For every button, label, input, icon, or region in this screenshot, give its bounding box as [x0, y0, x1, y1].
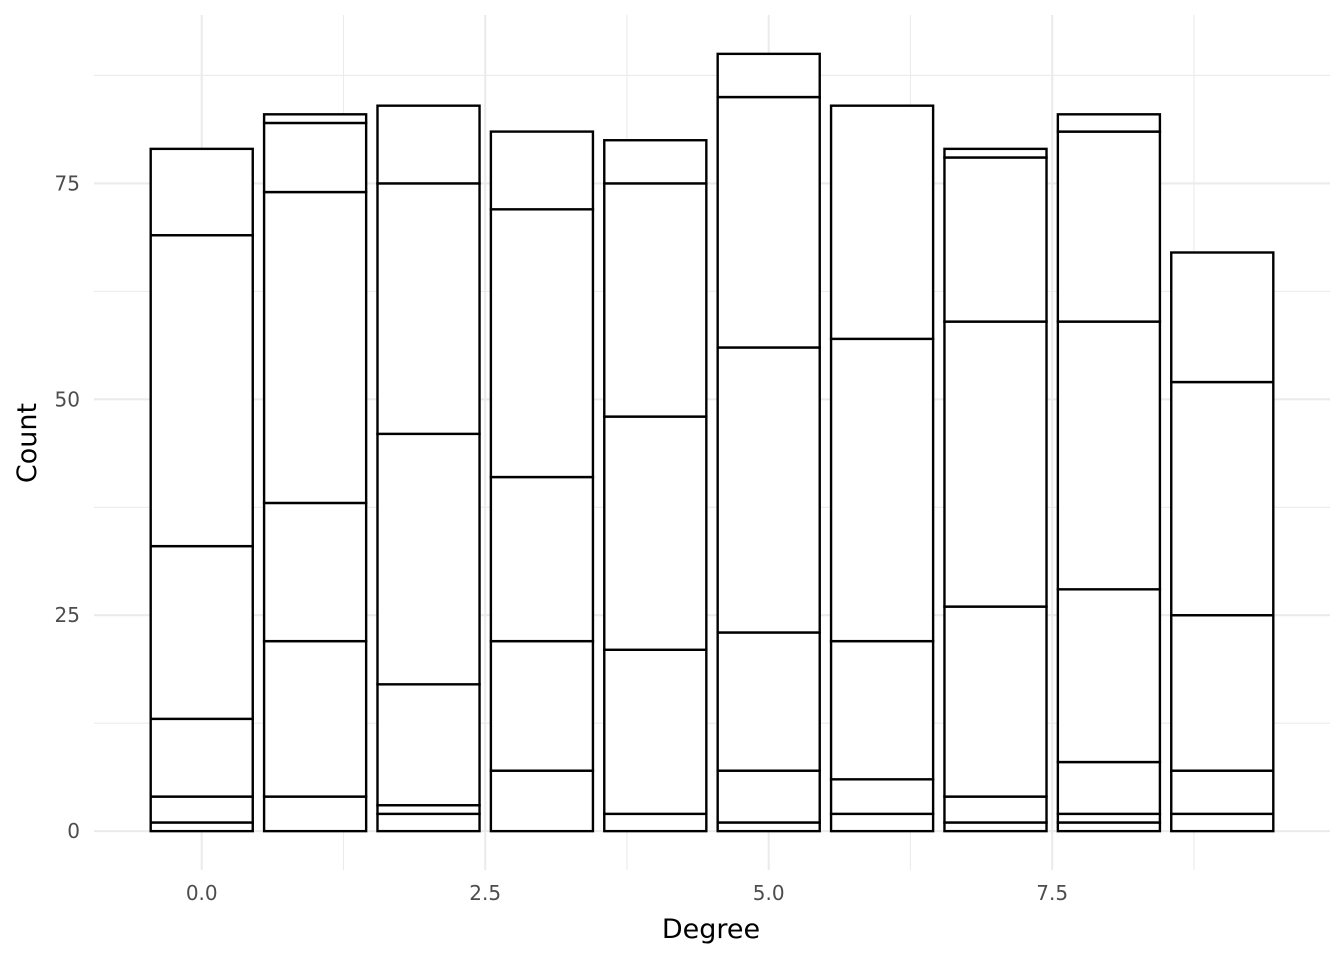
bar-group [149, 147, 254, 833]
bar-segment [603, 139, 708, 185]
bar-segment [149, 795, 254, 824]
bar-segment [829, 104, 935, 341]
bar-segment [829, 812, 935, 833]
bar-segment [376, 432, 481, 686]
bar-group [489, 130, 595, 833]
bar-group [376, 104, 481, 833]
bar-segment [1170, 251, 1275, 384]
bar-segment [376, 683, 481, 807]
bar-segment [1056, 812, 1162, 824]
bar-segment [716, 821, 821, 833]
bar-segment [376, 182, 481, 436]
bar-segment [489, 208, 595, 479]
bar-segment [149, 717, 254, 798]
x-axis-title: Degree [662, 914, 760, 945]
bar-segment [716, 769, 821, 824]
bar-segment [1170, 614, 1275, 772]
x-tick-label: 7.5 [1036, 881, 1068, 905]
x-axis-tick-labels: 0.0 2.5 5.0 7.5 [186, 881, 1068, 905]
bar-segment [149, 234, 254, 548]
bar-segment [149, 147, 254, 237]
x-tick-label: 0.0 [186, 881, 218, 905]
bar-segment [716, 95, 821, 349]
bar-segment [603, 648, 708, 816]
bar-group [262, 113, 368, 833]
bar-segment [376, 804, 481, 816]
bar-segment [489, 639, 595, 772]
bar-segment [1056, 320, 1162, 591]
bar-segment [262, 121, 368, 194]
bar-group [829, 104, 935, 833]
y-tick-label: 25 [55, 603, 80, 627]
x-tick-label: 2.5 [469, 881, 501, 905]
bar-segment [149, 544, 254, 721]
bar-segment [376, 104, 481, 185]
bar-segment [1056, 113, 1162, 133]
bar-segment [943, 821, 1048, 833]
bar-segment [1056, 130, 1162, 323]
bar-segment [489, 130, 595, 211]
bar-segment [149, 821, 254, 833]
bar-segment [262, 795, 368, 833]
bar-segment [943, 795, 1048, 824]
bar-segment [262, 639, 368, 798]
bar-segment [262, 501, 368, 643]
x-tick-label: 5.0 [753, 881, 785, 905]
bar-segment [829, 639, 935, 781]
bar-segment [603, 182, 708, 418]
bar-group [716, 52, 821, 833]
bar-segment [716, 52, 821, 99]
y-axis-tick-labels: 0 25 50 75 [55, 171, 80, 843]
bars [149, 52, 1275, 833]
bar-segment [716, 346, 821, 634]
bar-segment [943, 147, 1048, 159]
bar-segment [1170, 769, 1275, 816]
bar-segment [489, 769, 595, 833]
bar-group [1056, 113, 1162, 833]
y-tick-label: 50 [55, 387, 80, 411]
bar-segment [943, 156, 1048, 323]
bar-segment [943, 320, 1048, 608]
bar-group [943, 147, 1048, 833]
bar-segment [489, 475, 595, 643]
bar-segment [1056, 588, 1162, 764]
bar-segment [603, 415, 708, 651]
bar-segment [262, 113, 368, 125]
bar-segment [1056, 821, 1162, 833]
bar-group [603, 139, 708, 833]
y-axis-title: Count [12, 403, 43, 483]
bar-segment [1170, 812, 1275, 833]
bar-segment [1056, 760, 1162, 816]
bar-group [1170, 251, 1275, 833]
bar-segment [376, 812, 481, 833]
bar-segment [603, 812, 708, 833]
bar-segment [262, 190, 368, 505]
bar-segment [1170, 380, 1275, 617]
y-tick-label: 0 [67, 819, 80, 843]
bar-segment [829, 778, 935, 816]
bar-segment [829, 337, 935, 643]
y-tick-label: 75 [55, 171, 80, 195]
bar-segment [943, 605, 1048, 798]
bar-segment [716, 631, 821, 772]
